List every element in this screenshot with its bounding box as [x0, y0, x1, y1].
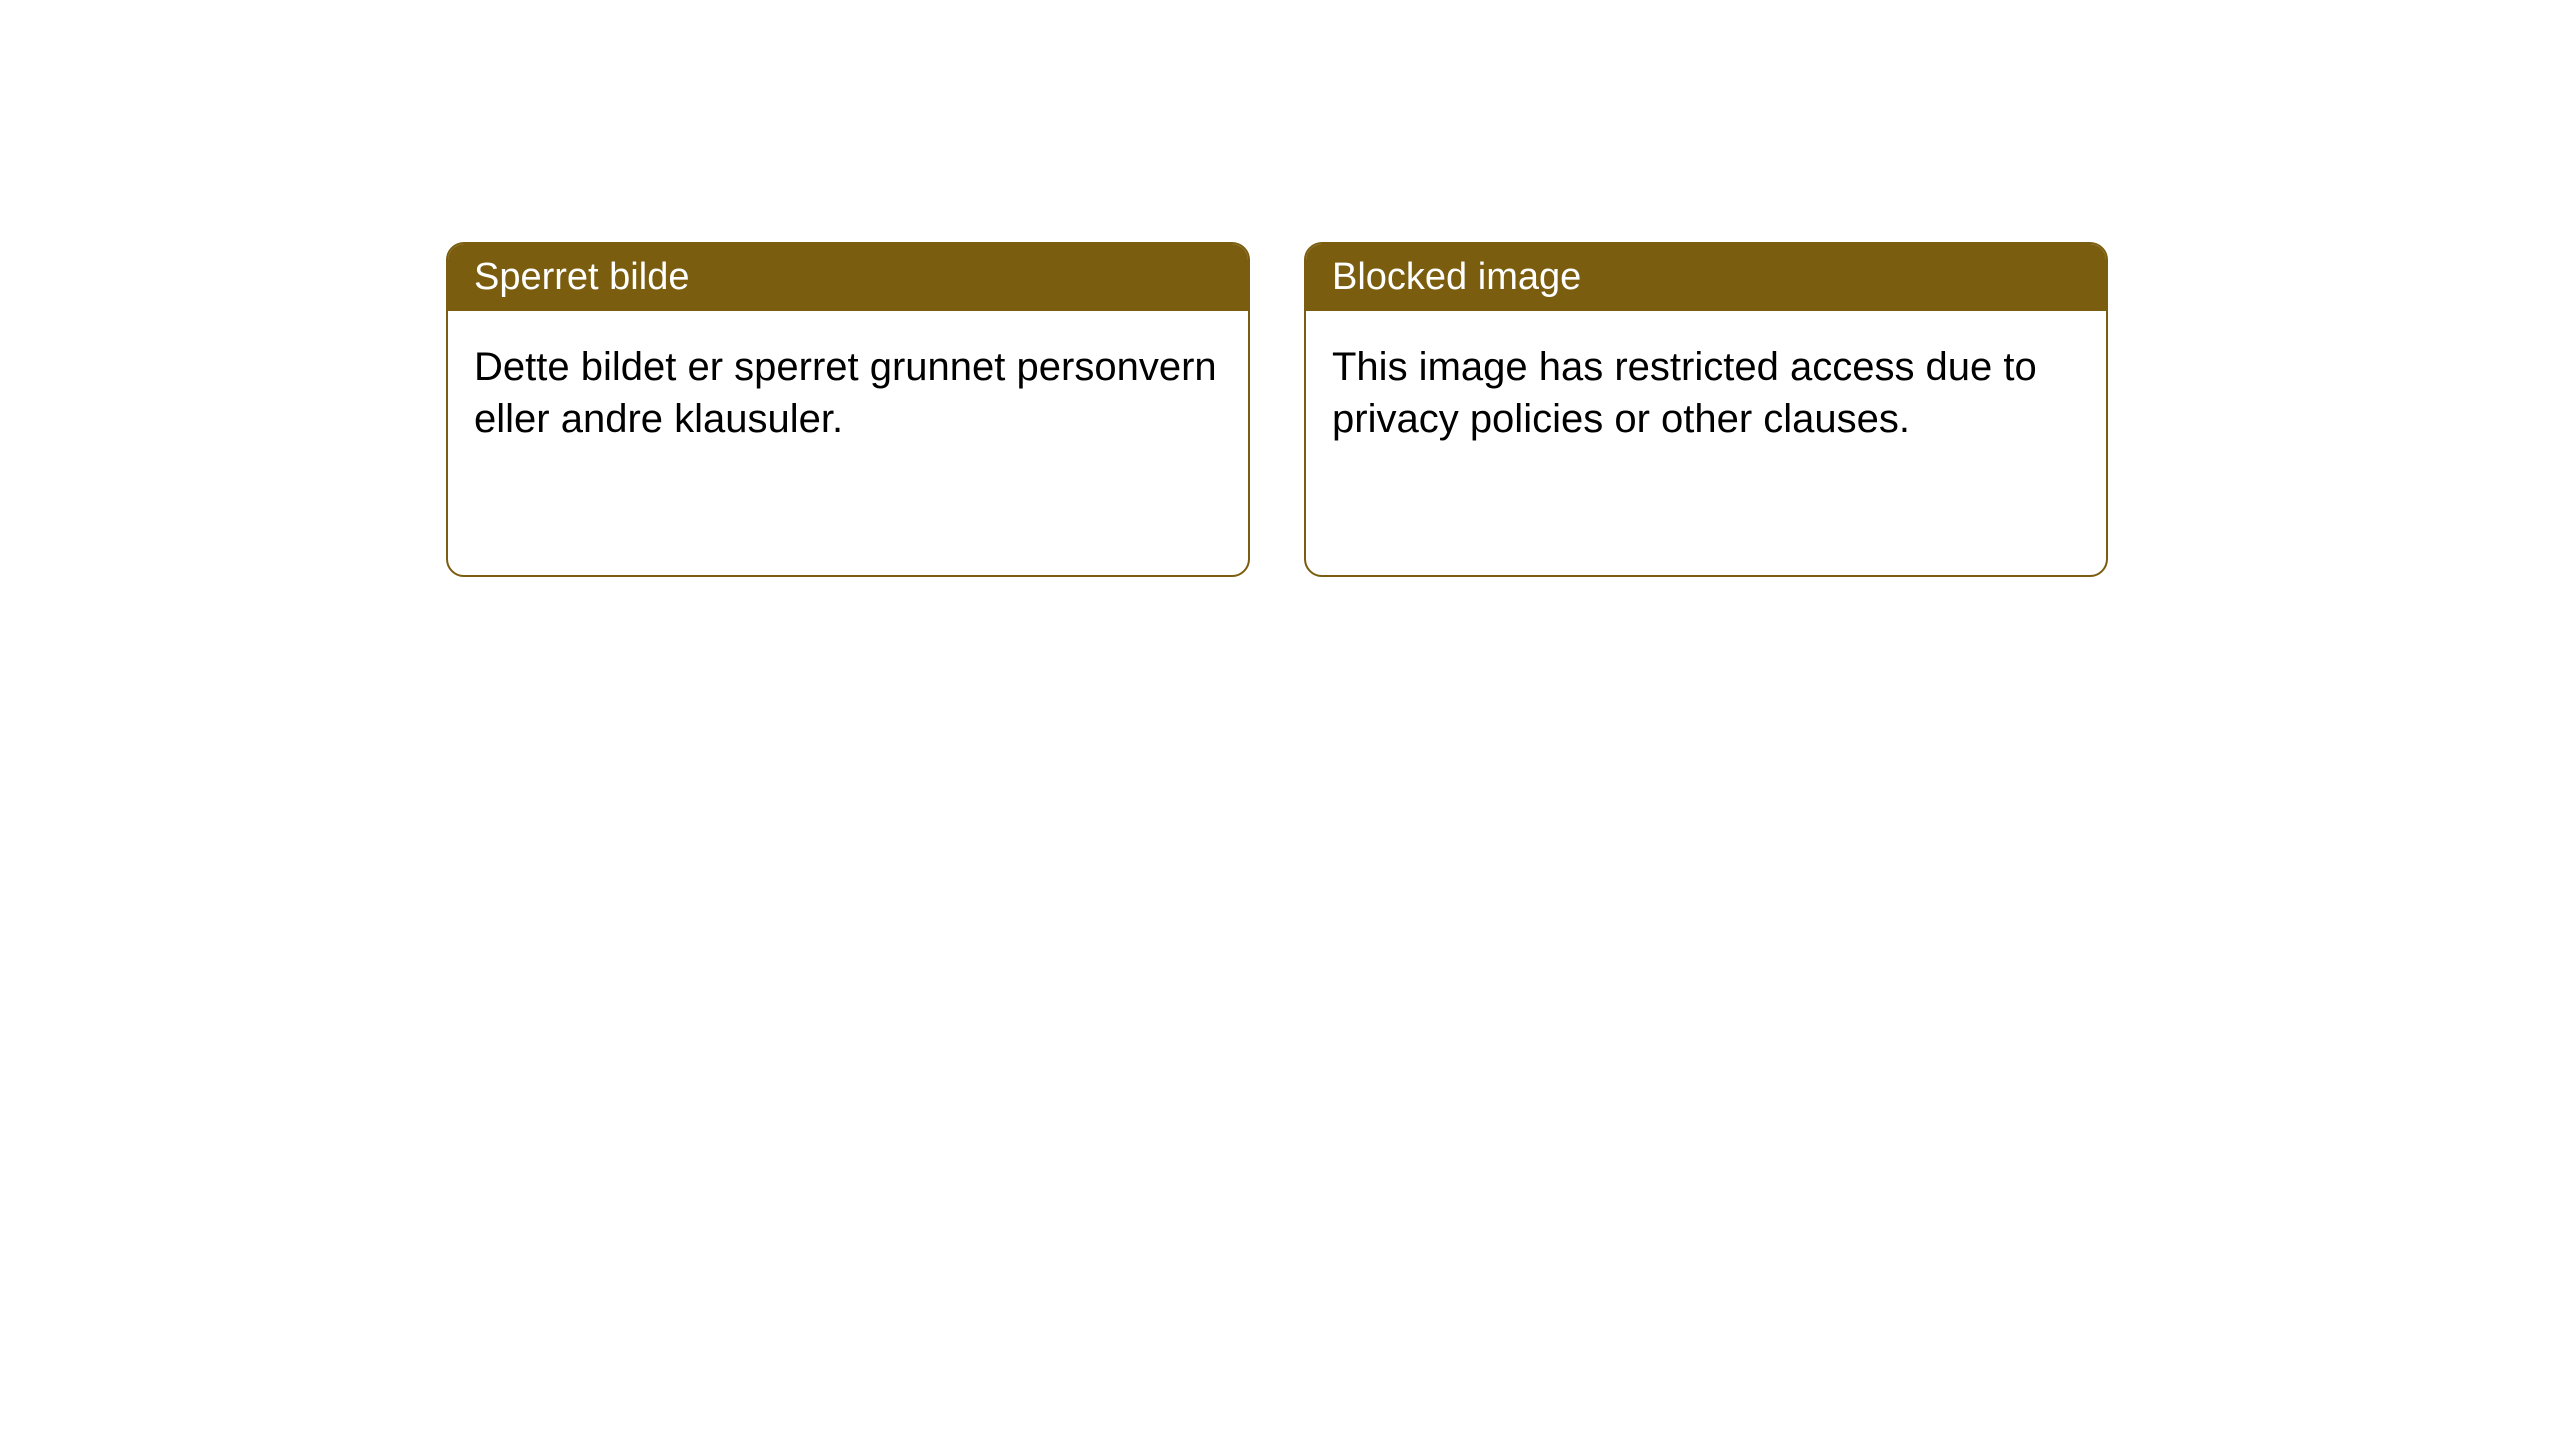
notice-card-english: Blocked image This image has restricted …	[1304, 242, 2108, 577]
notice-header: Sperret bilde	[448, 244, 1248, 311]
notice-title: Blocked image	[1332, 256, 1581, 298]
notice-card-norwegian: Sperret bilde Dette bildet er sperret gr…	[446, 242, 1250, 577]
notice-container: Sperret bilde Dette bildet er sperret gr…	[0, 0, 2560, 577]
notice-body: This image has restricted access due to …	[1306, 311, 2106, 475]
notice-title: Sperret bilde	[474, 256, 689, 298]
notice-text: This image has restricted access due to …	[1332, 345, 2037, 441]
notice-body: Dette bildet er sperret grunnet personve…	[448, 311, 1248, 475]
notice-header: Blocked image	[1306, 244, 2106, 311]
notice-text: Dette bildet er sperret grunnet personve…	[474, 345, 1217, 441]
